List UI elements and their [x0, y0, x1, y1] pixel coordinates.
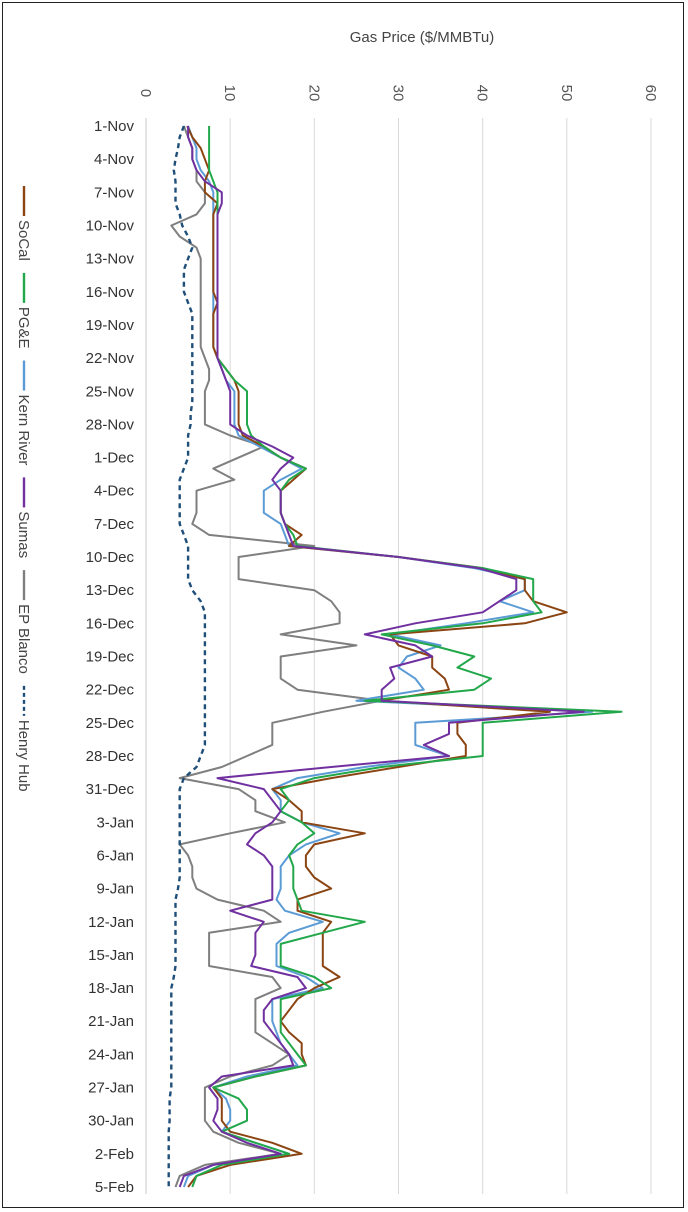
date-tick-label: 19-Dec [86, 649, 135, 666]
date-tick-label: 9-Jan [96, 881, 134, 898]
date-tick-label: 7-Nov [94, 184, 135, 201]
legend-item-kern-river: Kern River [15, 360, 32, 466]
series-lines [167, 125, 623, 1188]
legend-label: PG&E [15, 307, 32, 349]
date-tick-label: 4-Dec [94, 483, 135, 500]
x-tick-label: 60 [642, 85, 659, 102]
date-tick-label: 22-Nov [86, 350, 135, 367]
date-tick-label: 22-Dec [86, 682, 135, 699]
x-tick-label: 10 [221, 85, 238, 102]
legend-item-henry-hub: Henry Hub [15, 685, 32, 792]
date-tick-label: 28-Dec [86, 748, 135, 765]
date-tick-label: 25-Nov [86, 383, 135, 400]
series-line-sumas [178, 126, 585, 1188]
legend-item-sumas: Sumas [15, 477, 32, 558]
date-tick-label: 5-Feb [95, 1179, 134, 1196]
x-tick-label: 20 [305, 85, 322, 102]
legend-label: EP Blanco [15, 604, 32, 674]
date-tick-label: 19-Nov [86, 317, 135, 334]
date-tick-label: 31-Dec [86, 781, 135, 798]
x-axis-ticks: 0 10 20 30 40 50 60 [137, 85, 659, 102]
date-tick-label: 10-Dec [86, 549, 135, 566]
x-tick-label: 40 [474, 85, 491, 102]
date-tick-label: 6-Jan [96, 847, 134, 864]
legend-label: Sumas [15, 511, 32, 558]
date-tick-label: 3-Jan [96, 814, 134, 831]
date-tick-label: 10-Nov [86, 217, 135, 234]
date-tick-label: 15-Jan [88, 947, 134, 964]
series-line-ep-blanco [170, 125, 383, 1188]
date-tick-label: 25-Dec [86, 715, 135, 732]
date-tick-label: 21-Jan [88, 1013, 134, 1030]
gridlines [145, 118, 652, 1194]
legend-label: Henry Hub [15, 720, 32, 792]
date-tick-label: 1-Dec [94, 450, 135, 467]
legend-item-ep-blanco: EP Blanco [15, 570, 32, 674]
legend-item-pg-e: PG&E [15, 272, 32, 349]
legend-label: SoCal [15, 220, 32, 261]
x-tick-label: 0 [137, 89, 154, 97]
date-tick-label: 18-Jan [88, 980, 134, 997]
x-tick-label: 30 [390, 85, 407, 102]
date-tick-label: 4-Nov [94, 151, 135, 168]
date-tick-label: 12-Jan [88, 914, 134, 931]
legend-item-socal: SoCal [15, 186, 32, 261]
date-tick-label: 2-Feb [95, 1146, 134, 1163]
date-tick-label: 13-Nov [86, 251, 135, 268]
date-tick-label: 28-Nov [86, 416, 135, 433]
date-tick-label: 27-Jan [88, 1080, 134, 1097]
x-axis-title: Gas Price ($/MMBTu) [350, 29, 494, 46]
series-line-kern-river [182, 125, 594, 1188]
date-tick-label: 16-Dec [86, 615, 135, 632]
x-tick-label: 50 [558, 85, 575, 102]
date-tick-label: 7-Dec [94, 516, 135, 533]
series-line-socal [186, 125, 568, 1188]
legend: SoCal PG&E Kern River Sumas EP Blanco Henry H… [15, 186, 32, 792]
date-axis-ticks: 1-Nov 4-Nov 7-Nov 10-Nov 13-Nov 16-Nov 19-Nov 2… [86, 118, 135, 1196]
date-tick-label: 24-Jan [88, 1046, 134, 1063]
date-tick-label: 16-Nov [86, 284, 135, 301]
date-tick-label: 1-Nov [94, 118, 135, 135]
series-line-henry-hub [167, 125, 207, 1187]
legend-label: Kern River [15, 395, 32, 466]
date-tick-label: 13-Dec [86, 582, 135, 599]
date-tick-label: 30-Jan [88, 1113, 134, 1130]
